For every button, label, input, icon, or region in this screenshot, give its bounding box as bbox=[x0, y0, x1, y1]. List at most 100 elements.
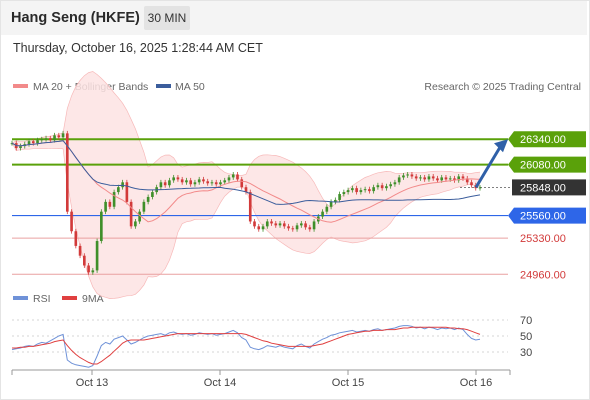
support-label: 25560.00 bbox=[520, 211, 566, 223]
candle-body bbox=[40, 139, 44, 141]
support-minor-label: 25330.00 bbox=[520, 233, 566, 245]
candle-body bbox=[414, 176, 418, 179]
candle-body bbox=[444, 177, 448, 180]
ma50-legend-label: MA 50 bbox=[175, 81, 205, 93]
x-axis-label: Oct 13 bbox=[76, 377, 108, 389]
candle-body bbox=[129, 201, 133, 227]
candle-body bbox=[142, 201, 146, 212]
candle-body bbox=[453, 178, 456, 181]
rsi-tick-label: 50 bbox=[520, 331, 532, 343]
x-axis-label: Oct 14 bbox=[204, 377, 236, 389]
credit-text: Research © 2025 Trading Central bbox=[424, 81, 581, 93]
candle-body bbox=[210, 182, 214, 184]
instrument-title: Hang Seng (HKFE) bbox=[11, 10, 140, 26]
candle-body bbox=[431, 176, 435, 179]
candle-body bbox=[223, 180, 227, 183]
candle-body bbox=[159, 182, 163, 188]
candle-body bbox=[265, 221, 269, 227]
candle-body bbox=[351, 188, 354, 191]
candle-body bbox=[172, 177, 175, 181]
candle-body bbox=[402, 175, 405, 178]
candle-body bbox=[325, 206, 329, 212]
forecast-arrow-head bbox=[494, 139, 508, 153]
candle-body bbox=[57, 135, 61, 138]
candle-body bbox=[321, 211, 324, 217]
last-price-tag bbox=[512, 179, 586, 196]
x-axis-label: Oct 16 bbox=[460, 377, 492, 389]
candle-body bbox=[189, 180, 193, 185]
candle-body bbox=[436, 178, 439, 181]
candle-body bbox=[146, 196, 150, 202]
ma20-legend-swatch bbox=[13, 84, 28, 88]
candle-body bbox=[478, 187, 482, 189]
bollinger-upper-line bbox=[11, 71, 481, 208]
candle-body bbox=[121, 182, 124, 188]
resistance-label: 26340.00 bbox=[520, 134, 566, 146]
ma50-line bbox=[11, 140, 481, 205]
support-minor-label: 24960.00 bbox=[520, 269, 566, 281]
candle-body bbox=[393, 182, 397, 185]
candle-body bbox=[282, 223, 286, 227]
candle-body bbox=[53, 135, 56, 141]
candle-body bbox=[312, 221, 316, 230]
chart-header bbox=[1, 1, 587, 35]
candle-body bbox=[185, 180, 188, 183]
candle-body bbox=[363, 189, 367, 191]
candle-body bbox=[65, 133, 69, 212]
candle-body bbox=[423, 177, 427, 180]
candle-body bbox=[117, 187, 120, 193]
candle-body bbox=[274, 223, 278, 226]
candle-body bbox=[440, 177, 444, 181]
candle-body bbox=[359, 190, 363, 193]
candle-body bbox=[368, 189, 371, 192]
chart-timestamp: Thursday, October 16, 2025 1:28:44 AM CE… bbox=[13, 41, 263, 55]
candle-body bbox=[372, 187, 375, 192]
candle-body bbox=[206, 181, 210, 184]
candle-body bbox=[338, 194, 341, 200]
rsi-ma-legend-swatch bbox=[62, 296, 77, 300]
candle-body bbox=[19, 146, 22, 149]
candle-body bbox=[278, 223, 282, 226]
candle-body bbox=[36, 140, 39, 144]
candle-body bbox=[457, 176, 461, 181]
candle-body bbox=[461, 176, 465, 179]
candle-body bbox=[151, 192, 154, 197]
candle-body bbox=[27, 141, 31, 145]
candle-body bbox=[304, 223, 307, 228]
candle-body bbox=[176, 177, 180, 180]
rsi-legend-label: RSI bbox=[33, 293, 51, 305]
candle-body bbox=[397, 177, 401, 183]
candle-body bbox=[214, 182, 218, 185]
support-tag bbox=[508, 207, 586, 224]
candle-body bbox=[270, 221, 273, 224]
candle-body bbox=[406, 174, 409, 176]
candle-body bbox=[48, 138, 52, 141]
candle-body bbox=[329, 201, 333, 207]
candle-body bbox=[355, 188, 358, 193]
candle-body bbox=[299, 223, 303, 226]
candle-body bbox=[465, 178, 469, 183]
candle-body bbox=[78, 245, 82, 256]
rsi-tick-label: 30 bbox=[520, 347, 532, 359]
timeframe-badge[interactable]: 30 MIN bbox=[144, 6, 190, 30]
candle-body bbox=[180, 179, 184, 183]
candle-body bbox=[193, 182, 197, 185]
candle-body bbox=[410, 174, 414, 177]
candle-body bbox=[240, 179, 244, 188]
candle-body bbox=[295, 225, 299, 230]
resistance-tag bbox=[508, 156, 586, 173]
candle-body bbox=[95, 241, 99, 271]
candle-body bbox=[87, 265, 90, 273]
candle-body bbox=[231, 174, 235, 178]
candle-body bbox=[385, 186, 388, 189]
rsi-series-9ma-line bbox=[12, 326, 481, 365]
candle-body bbox=[389, 184, 392, 187]
candle-body bbox=[83, 255, 86, 266]
candle-body bbox=[346, 190, 350, 193]
candle-body bbox=[253, 221, 256, 227]
candle-body bbox=[342, 192, 346, 195]
candle-body bbox=[448, 178, 452, 180]
candle-body bbox=[112, 192, 116, 207]
candle-body bbox=[61, 133, 65, 138]
